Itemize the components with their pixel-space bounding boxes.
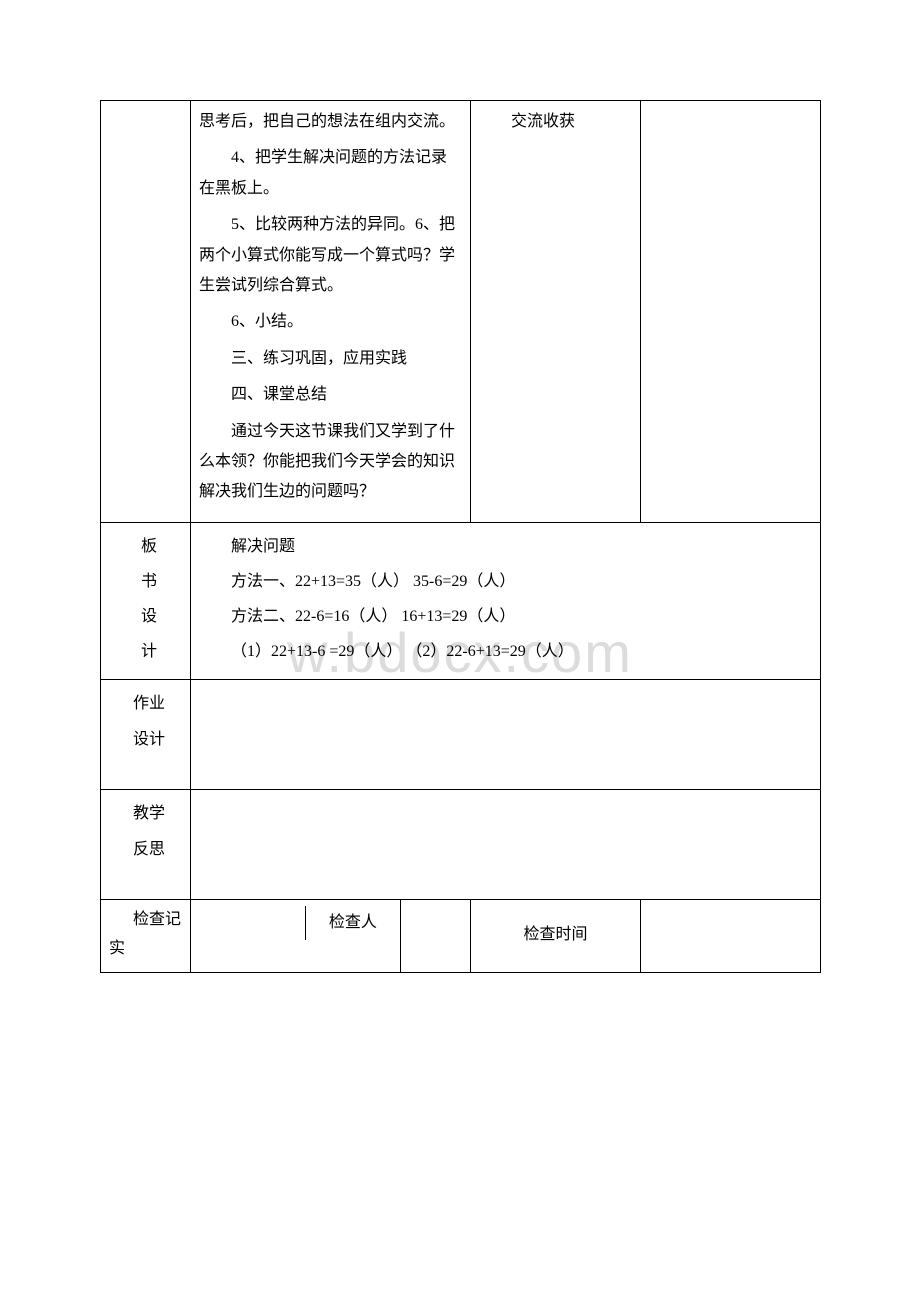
table-row-board: 板 书 设 计 解决问题 方法一、22+13=35（人） 35-6=29（人） … bbox=[101, 522, 821, 680]
board-label-3: 计 bbox=[109, 634, 182, 669]
board-label-cell: 板 书 设 计 bbox=[101, 522, 191, 680]
main-para-5: 四、课堂总结 bbox=[199, 380, 462, 410]
main-para-6: 通过今天这节课我们又学到了什么本领？你能把我们今天学会的知识解决我们生边的问题吗… bbox=[199, 417, 462, 508]
check-inner-table: 检查人 bbox=[199, 906, 392, 940]
check-mid-cell: 检查人 bbox=[191, 900, 401, 973]
main-third-cell: 交流收获 bbox=[471, 101, 641, 523]
main-label-cell bbox=[101, 101, 191, 523]
table-row-reflection: 教学 反思 bbox=[101, 790, 821, 900]
main-para-0: 思考后，把自己的想法在组内交流。 bbox=[199, 107, 462, 137]
check-time-value-cell bbox=[641, 900, 821, 973]
homework-content-cell bbox=[191, 680, 821, 790]
check-time-label-cell: 检查时间 bbox=[471, 900, 641, 973]
board-line-2: 方法二、22-6=16（人） 16+13=29（人） bbox=[199, 599, 812, 634]
reflection-label-0: 教学 bbox=[109, 796, 182, 831]
board-label-0: 板 bbox=[109, 529, 182, 564]
board-line-0: 解决问题 bbox=[199, 529, 812, 564]
check-label-cell: 检查记实 bbox=[101, 900, 191, 973]
check-inspector-label: 检查人 bbox=[329, 914, 377, 931]
board-line-3: （1）22+13-6 =29（人） （2）22-6+13=29（人） bbox=[199, 634, 812, 669]
board-label-1: 书 bbox=[109, 564, 182, 599]
main-para-3: 6、小结。 bbox=[199, 307, 462, 337]
main-fourth-cell bbox=[641, 101, 821, 523]
reflection-label-cell: 教学 反思 bbox=[101, 790, 191, 900]
main-content-cell: 思考后，把自己的想法在组内交流。 4、把学生解决问题的方法记录在黑板上。 5、比… bbox=[191, 101, 471, 523]
main-third-text: 交流收获 bbox=[479, 107, 632, 137]
check-blank1 bbox=[199, 906, 305, 940]
reflection-content-cell bbox=[191, 790, 821, 900]
reflection-label-1: 反思 bbox=[109, 832, 182, 867]
lesson-plan-table: 思考后，把自己的想法在组内交流。 4、把学生解决问题的方法记录在黑板上。 5、比… bbox=[100, 100, 821, 973]
table-row-check: 检查记实 检查人 检查时间 bbox=[101, 900, 821, 973]
homework-label-0: 作业 bbox=[109, 686, 182, 721]
check-inspector-label-cell: 检查人 bbox=[305, 906, 392, 940]
board-content-cell: 解决问题 方法一、22+13=35（人） 35-6=29（人） 方法二、22-6… bbox=[191, 522, 821, 680]
homework-label-cell: 作业 设计 bbox=[101, 680, 191, 790]
table-row-homework: 作业 设计 bbox=[101, 680, 821, 790]
main-para-2: 5、比较两种方法的异同。6、把两个小算式你能写成一个算式吗？学生尝试列综合算式。 bbox=[199, 210, 462, 301]
homework-label-1: 设计 bbox=[109, 722, 182, 757]
main-para-4: 三、练习巩固，应用实践 bbox=[199, 344, 462, 374]
table-row-main: 思考后，把自己的想法在组内交流。 4、把学生解决问题的方法记录在黑板上。 5、比… bbox=[101, 101, 821, 523]
main-para-1: 4、把学生解决问题的方法记录在黑板上。 bbox=[199, 143, 462, 204]
board-line-1: 方法一、22+13=35（人） 35-6=29（人） bbox=[199, 564, 812, 599]
check-inspector-value-cell bbox=[401, 900, 471, 973]
check-label: 检查记实 bbox=[109, 911, 181, 957]
check-time-label: 检查时间 bbox=[524, 926, 588, 943]
board-label-2: 设 bbox=[109, 599, 182, 634]
